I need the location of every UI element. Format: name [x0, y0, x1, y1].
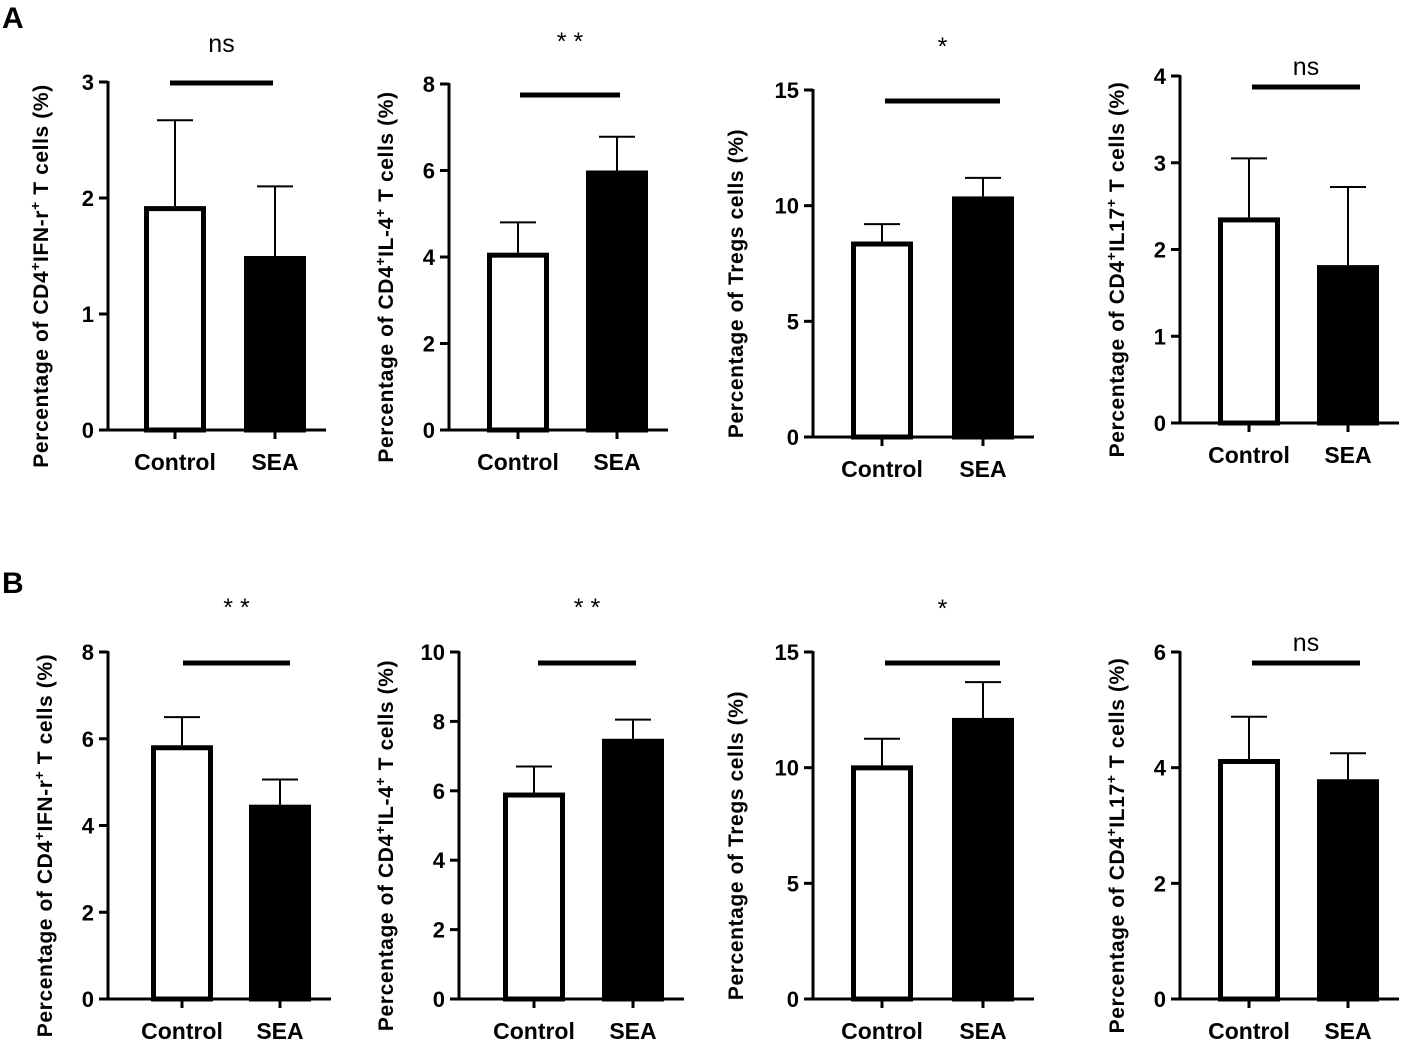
y-tick-label: 0	[1154, 411, 1166, 436]
y-axis-label: Percentage of CD4+IL17+ T cells (%)	[1103, 658, 1129, 1034]
x-category-label: Control	[477, 449, 559, 475]
x-category-label: SEA	[593, 449, 640, 475]
y-tick-label: 8	[423, 72, 435, 97]
y-axis-label: Percentage of CD4+IL-4+ T cells (%)	[372, 91, 398, 462]
x-category-label: Control	[141, 1018, 223, 1044]
y-axis-label: Percentage of CD4+IFN-r+ T cells (%)	[31, 654, 57, 1037]
y-tick-label: 0	[82, 987, 94, 1012]
y-tick-label: 6	[423, 159, 435, 184]
y-axis-label: Percentage of CD4+IL-4+ T cells (%)	[372, 660, 398, 1031]
y-tick-label: 4	[1154, 64, 1167, 89]
y-tick-label: 10	[775, 756, 799, 781]
x-category-label: SEA	[256, 1018, 303, 1044]
y-tick-label: 15	[775, 78, 799, 103]
y-tick-label: 6	[1154, 640, 1166, 665]
panel-label-a: A	[2, 2, 24, 35]
chart-a-4: 0 1 2 3 4 Control SEA ns Percentage of CD4+IL17+…	[1103, 53, 1399, 468]
y-tick-label: 3	[1154, 151, 1166, 176]
y-tick-label: 4	[1154, 756, 1167, 781]
chart-b-2: 0 2 4 6 8 10 Control SEA * * Percentage of CD4+IL…	[372, 594, 684, 1044]
significance-label: *	[938, 595, 948, 623]
y-tick-label: 5	[787, 309, 799, 334]
chart-a-3: 0 5 10 15 Control SEA * Percentage of Tregs cel…	[725, 33, 1034, 482]
y-tick-label: 2	[433, 918, 445, 943]
significance-label: * *	[223, 594, 250, 622]
significance-label: ns	[1293, 53, 1319, 81]
y-axis-label: Percentage of CD4+IFN-r+ T cells (%)	[27, 84, 53, 467]
y-tick-label: 0	[787, 987, 799, 1012]
bar-control	[151, 745, 213, 1002]
bar-sea	[244, 256, 306, 433]
chart-a-2: 0 2 4 6 8 Control SEA * * Percentage of CD4+IL-4…	[372, 28, 668, 475]
y-tick-label: 8	[433, 709, 445, 734]
y-tick-label: 10	[775, 194, 799, 219]
y-tick-label: 0	[1154, 987, 1166, 1012]
y-axis-label: Percentage of CD4+IL17+ T cells (%)	[1103, 82, 1129, 458]
x-category-label: SEA	[1324, 442, 1371, 468]
bar-sea	[586, 170, 648, 433]
chart-b-1: 0 2 4 6 8 Control SEA * * Percentage of CD4+IFN-…	[31, 594, 331, 1044]
bar-control	[144, 206, 206, 433]
y-tick-label: 5	[787, 871, 799, 896]
y-tick-label: 0	[423, 418, 435, 443]
x-category-label: SEA	[1324, 1018, 1371, 1044]
y-tick-label: 8	[82, 640, 94, 665]
y-tick-label: 2	[1154, 238, 1166, 263]
bar-control	[851, 765, 913, 1002]
x-category-label: SEA	[959, 456, 1006, 482]
y-tick-label: 2	[82, 900, 94, 925]
y-tick-label: 0	[82, 418, 94, 443]
x-category-label: Control	[493, 1018, 575, 1044]
y-tick-label: 4	[433, 848, 446, 873]
bar-control	[1218, 758, 1280, 1002]
y-axis-label: Percentage of Tregs cells (%)	[725, 129, 748, 438]
y-tick-label: 6	[433, 779, 445, 804]
bar-control	[851, 241, 913, 440]
y-tick-label: 4	[423, 245, 436, 270]
significance-label: ns	[208, 30, 234, 58]
y-axis-label: Percentage of Tregs cells (%)	[725, 691, 748, 1000]
y-tick-label: 3	[82, 70, 94, 95]
panel-label-b: B	[2, 567, 24, 600]
chart-a-1: 0 1 2 3 Control SEA ns Percentage of CD4+IFN-r+…	[27, 30, 326, 475]
x-category-label: Control	[1208, 442, 1290, 468]
bar-sea	[952, 717, 1014, 1002]
significance-label: ns	[1293, 629, 1319, 657]
bar-control	[503, 792, 565, 1002]
bar-sea	[1317, 779, 1379, 1002]
x-category-label: SEA	[609, 1018, 656, 1044]
x-category-label: Control	[134, 449, 216, 475]
x-category-label: SEA	[959, 1018, 1006, 1044]
significance-label: * *	[574, 594, 601, 622]
x-category-label: Control	[841, 1018, 923, 1044]
y-tick-label: 2	[82, 186, 94, 211]
y-tick-label: 1	[1154, 324, 1166, 349]
chart-b-3: 0 5 10 15 Control SEA * Percentage of Tregs cel…	[725, 595, 1034, 1044]
bar-sea	[249, 804, 311, 1002]
y-tick-label: 15	[775, 640, 799, 665]
bar-control	[487, 252, 549, 433]
y-tick-label: 1	[82, 302, 94, 327]
y-tick-label: 2	[1154, 871, 1166, 896]
y-tick-label: 2	[423, 332, 435, 357]
y-tick-label: 0	[787, 425, 799, 450]
bar-control	[1218, 217, 1280, 426]
bar-sea	[602, 738, 664, 1002]
y-tick-label: 0	[433, 987, 445, 1012]
significance-label: *	[938, 33, 948, 61]
chart-b-4: 0 2 4 6 Control SEA ns Percentage of CD4+IL17+ …	[1103, 629, 1399, 1044]
bar-sea	[952, 196, 1014, 440]
y-tick-label: 6	[82, 727, 94, 752]
significance-label: * *	[557, 28, 584, 56]
bar-sea	[1317, 265, 1379, 426]
x-category-label: Control	[841, 456, 923, 482]
x-category-label: Control	[1208, 1018, 1290, 1044]
y-tick-label: 10	[421, 640, 445, 665]
x-category-label: SEA	[251, 449, 298, 475]
y-tick-label: 4	[82, 814, 95, 839]
